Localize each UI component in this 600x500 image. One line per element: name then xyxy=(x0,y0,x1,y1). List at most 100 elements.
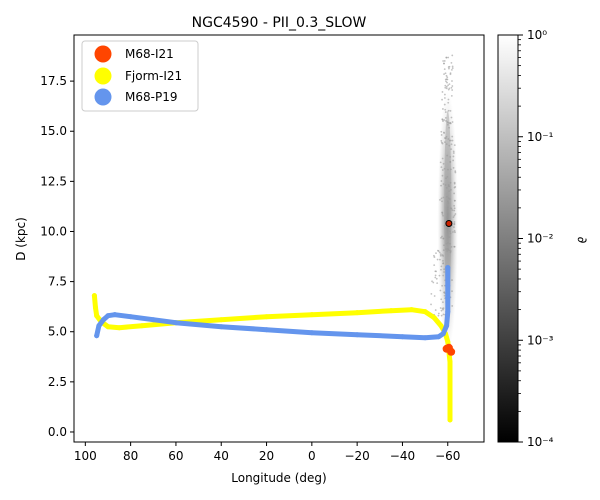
x-tick-label: −40 xyxy=(390,449,415,463)
density-particle xyxy=(449,232,452,235)
density-particle xyxy=(440,166,443,168)
density-particle xyxy=(443,73,445,76)
density-particle xyxy=(453,144,456,147)
density-particle xyxy=(447,248,450,251)
density-particle xyxy=(432,281,435,284)
colorbar-tick-label: 10⁰ xyxy=(527,28,547,42)
density-particle xyxy=(442,244,445,247)
data-point-fjorm-i21 xyxy=(438,323,444,329)
density-particle xyxy=(441,211,444,214)
density-particle xyxy=(449,251,452,254)
colorbar-tick-label: 10⁻² xyxy=(527,232,554,246)
density-particle xyxy=(448,198,451,200)
density-particle xyxy=(445,85,448,88)
density-particle xyxy=(440,197,443,200)
density-particle xyxy=(454,171,457,174)
density-particle xyxy=(451,54,454,57)
density-particle xyxy=(443,119,446,121)
data-point-m68-p19 xyxy=(440,331,446,337)
density-particle xyxy=(436,282,439,285)
density-particle xyxy=(433,295,436,297)
data-point-fjorm-i21 xyxy=(447,379,453,385)
density-particle xyxy=(447,101,450,104)
density-particle xyxy=(444,78,447,81)
data-point-fjorm-i21 xyxy=(447,359,453,365)
density-particle xyxy=(451,121,454,123)
density-particle xyxy=(444,72,447,75)
legend-label-m68-i21: M68-I21 xyxy=(125,47,174,61)
colorbar: 10⁻⁴ 10⁻³ 10⁻² 10⁻¹ 10⁰ ∂ xyxy=(497,28,589,449)
density-particle xyxy=(442,237,445,240)
density-particle xyxy=(443,294,446,297)
density-particle xyxy=(446,76,449,79)
density-particle xyxy=(433,256,436,258)
density-particle xyxy=(447,168,449,171)
density-particle xyxy=(449,181,452,184)
legend-marker-m68-i21 xyxy=(94,45,112,63)
data-point-m68-p19 xyxy=(445,265,451,271)
density-particle xyxy=(444,108,447,111)
data-point-m68-p19 xyxy=(96,323,102,329)
density-particle xyxy=(447,185,450,188)
density-particle xyxy=(448,139,451,142)
density-particle xyxy=(453,186,456,189)
density-particle xyxy=(450,95,453,97)
density-particle xyxy=(448,126,451,129)
density-particle xyxy=(442,249,445,252)
y-axis-label: D (kpc) xyxy=(14,217,28,261)
data-point-fjorm-i21 xyxy=(447,417,453,423)
data-point-m68-p19 xyxy=(150,317,156,323)
density-particle xyxy=(452,150,455,153)
data-point-m68-p19 xyxy=(309,330,315,336)
density-particle xyxy=(443,268,446,271)
density-particle xyxy=(433,264,436,266)
density-particle xyxy=(440,298,443,301)
density-particle xyxy=(439,289,442,292)
density-particle xyxy=(441,157,444,160)
density-particle xyxy=(439,258,441,261)
density-particle xyxy=(447,121,450,124)
legend-marker-fjorm-i21 xyxy=(94,67,112,85)
data-point-fjorm-i21 xyxy=(91,293,97,299)
density-particle xyxy=(442,120,444,123)
plot-area xyxy=(91,54,458,423)
x-tick-label: 100 xyxy=(74,449,97,463)
density-particle xyxy=(453,204,456,207)
density-particle xyxy=(436,258,439,261)
density-particle xyxy=(443,68,446,71)
data-point-fjorm-i21 xyxy=(447,389,453,395)
data-point-fjorm-i21 xyxy=(354,310,360,316)
legend-frame xyxy=(81,40,199,112)
density-particle xyxy=(445,143,448,146)
density-particle xyxy=(442,259,444,262)
density-particle xyxy=(440,130,443,133)
colorbar-tick-label: 10⁻⁴ xyxy=(527,435,554,449)
density-particle xyxy=(443,141,446,144)
density-particle xyxy=(443,60,446,62)
data-point-m68-p19 xyxy=(100,317,106,323)
data-point-fjorm-i21 xyxy=(218,317,224,323)
x-tick-label: 20 xyxy=(259,449,274,463)
density-particle xyxy=(453,222,456,225)
density-particle xyxy=(451,209,454,212)
density-particle xyxy=(434,276,437,279)
density-particle xyxy=(453,229,456,232)
density-particle xyxy=(452,155,455,158)
density-particle xyxy=(448,190,451,192)
data-point-fjorm-i21 xyxy=(93,305,99,311)
density-particle xyxy=(441,174,444,177)
density-particle xyxy=(442,274,445,277)
data-point-m68-p19 xyxy=(354,332,360,338)
density-particle xyxy=(440,268,442,271)
density-particle xyxy=(450,148,453,150)
density-particle xyxy=(454,170,457,173)
density-particle xyxy=(451,290,453,293)
data-point-m68-p19 xyxy=(445,295,451,301)
density-particle xyxy=(442,214,444,217)
legend-label-fjorm-i21: Fjorm-I21 xyxy=(125,69,182,83)
density-particle xyxy=(451,135,454,138)
density-particle xyxy=(442,183,445,185)
density-particle xyxy=(446,175,449,178)
density-particle xyxy=(441,118,444,121)
density-particle xyxy=(453,245,456,248)
